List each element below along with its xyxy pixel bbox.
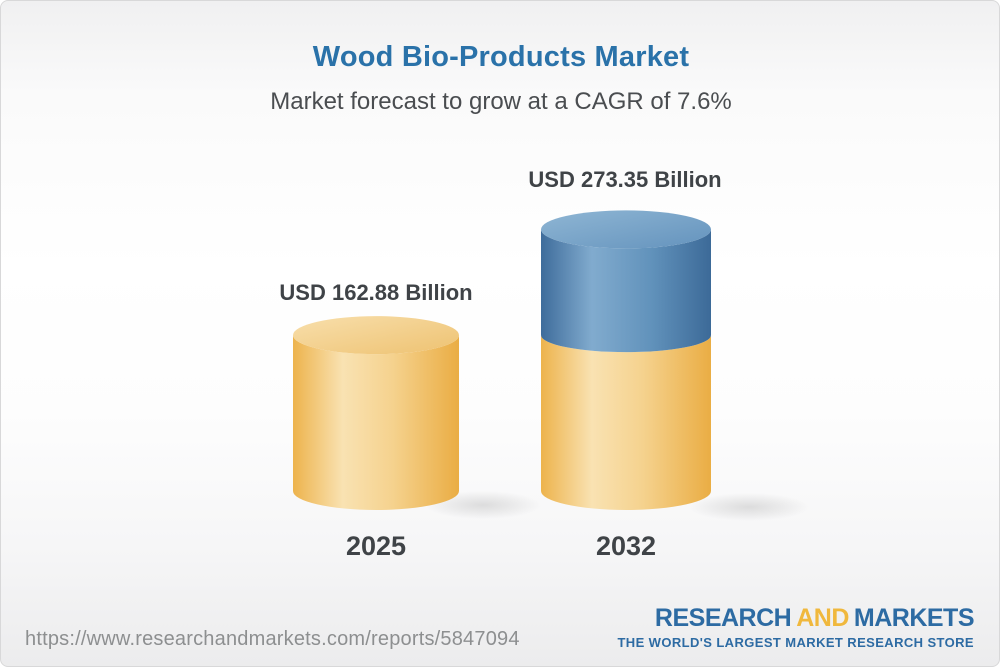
logo-word-markets: MARKETS (853, 604, 975, 632)
logo-tagline: THE WORLD'S LARGEST MARKET RESEARCH STOR… (617, 635, 974, 650)
page-subtitle: Market forecast to grow at a CAGR of 7.6… (270, 88, 732, 115)
logo-wordmark: RESEARCH AND MARKETS (617, 604, 975, 632)
cylinder-2032-top (541, 210, 711, 249)
shadow-2032 (689, 493, 809, 521)
cylinder-2025-body (293, 335, 459, 510)
logo-word-and: AND (796, 604, 849, 632)
source-url: https://www.researchandmarkets.com/repor… (25, 628, 520, 650)
category-label-2032: 2032 (595, 531, 657, 561)
cylinder-2032-base-segment (541, 335, 711, 510)
cylinder-2032-growth-segment (541, 229, 711, 353)
page-title: Wood Bio-Products Market (312, 41, 690, 73)
research-and-markets-logo: RESEARCH AND MARKETS THE WORLD'S LARGEST M… (617, 604, 975, 650)
shadow-2025 (425, 491, 541, 519)
cylinder-2025-top (293, 316, 459, 355)
logo-word-research: RESEARCH (654, 604, 792, 632)
value-label-2032: USD 273.35 Billion (528, 167, 722, 192)
value-label-2025: USD 162.88 Billion (279, 280, 473, 305)
category-label-2025: 2025 (345, 531, 407, 561)
